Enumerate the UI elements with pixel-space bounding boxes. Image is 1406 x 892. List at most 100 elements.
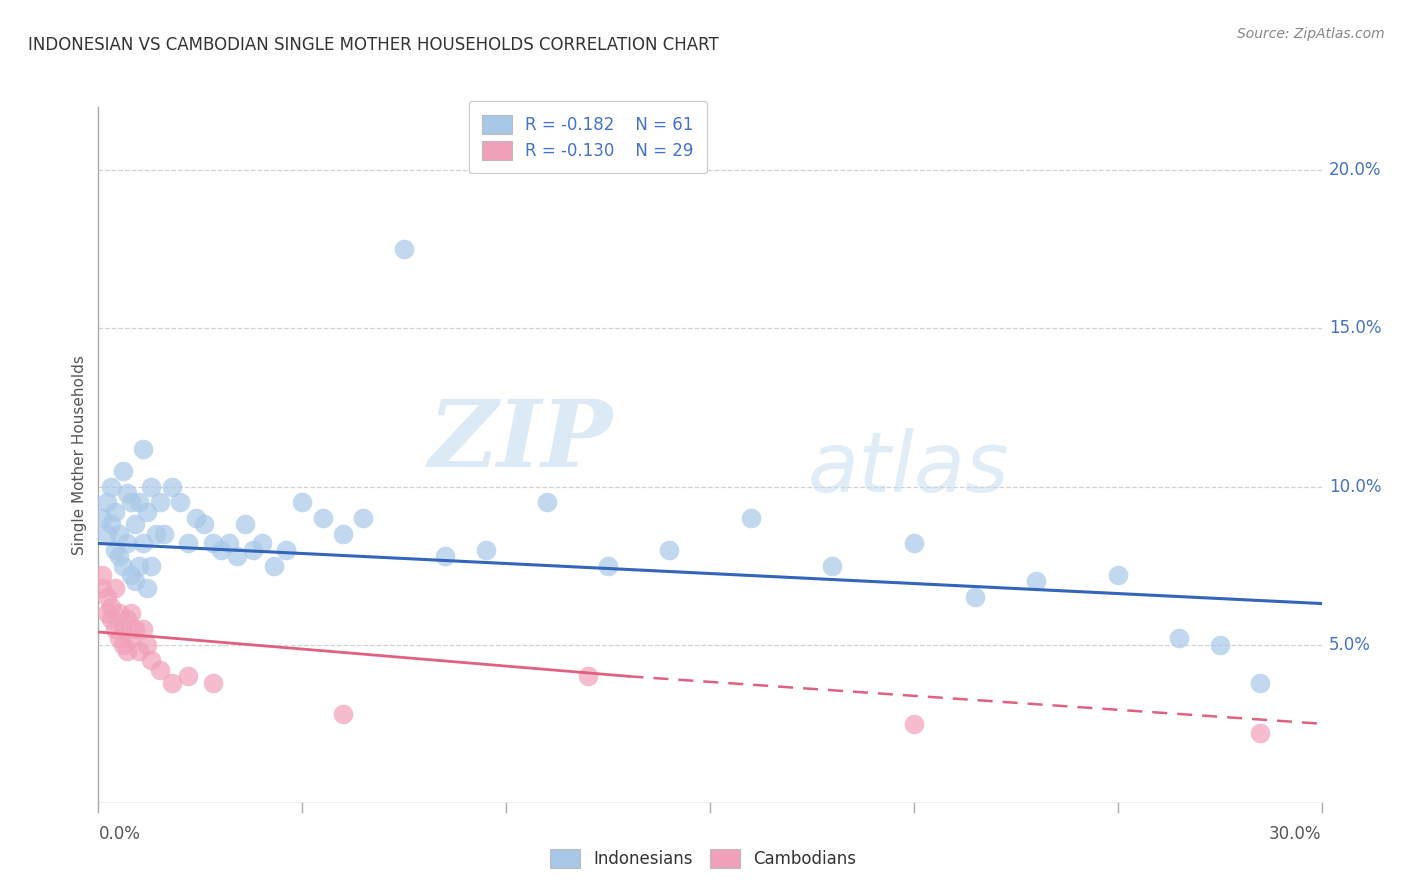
Point [177, 536, 200, 550]
Point [474, 542, 498, 557]
Point [312, 511, 335, 525]
Point [218, 536, 240, 550]
Point [104, 581, 127, 595]
Point [226, 549, 249, 563]
Point [91, 511, 114, 525]
Y-axis label: Single Mother Households: Single Mother Households [72, 355, 87, 555]
Point [160, 479, 183, 493]
Point [903, 716, 925, 731]
Point [149, 495, 172, 509]
Point [291, 495, 314, 509]
Point [120, 568, 142, 582]
Point [141, 653, 163, 667]
Text: 20.0%: 20.0% [1329, 161, 1381, 179]
Point [136, 581, 159, 595]
Point [177, 669, 200, 683]
Point [120, 606, 142, 620]
Point [111, 464, 134, 478]
Point [100, 479, 122, 493]
Point [115, 536, 138, 550]
Point [91, 581, 114, 595]
Point [115, 612, 138, 626]
Point [108, 632, 131, 646]
Point [352, 511, 374, 525]
Point [132, 622, 155, 636]
Point [108, 527, 131, 541]
Point [108, 549, 131, 563]
Point [392, 243, 416, 257]
Point [124, 574, 146, 589]
Point [965, 591, 987, 605]
Point [96, 495, 118, 509]
Point [434, 549, 457, 563]
Point [1249, 726, 1271, 740]
Point [96, 606, 118, 620]
Point [201, 675, 224, 690]
Point [263, 558, 285, 573]
Point [658, 542, 681, 557]
Point [1107, 568, 1129, 582]
Text: Source: ZipAtlas.com: Source: ZipAtlas.com [1237, 27, 1385, 41]
Point [201, 536, 224, 550]
Point [149, 663, 172, 677]
Text: ZIP: ZIP [427, 396, 612, 486]
Point [111, 638, 134, 652]
Text: atlas: atlas [808, 428, 1010, 509]
Point [141, 479, 163, 493]
Text: 0.0%: 0.0% [98, 825, 141, 843]
Text: 5.0%: 5.0% [1329, 636, 1371, 654]
Point [332, 707, 354, 722]
Point [152, 527, 174, 541]
Point [104, 505, 127, 519]
Point [100, 599, 122, 614]
Point [1249, 675, 1271, 690]
Point [332, 527, 354, 541]
Point [274, 542, 297, 557]
Point [250, 536, 273, 550]
Point [124, 622, 146, 636]
Legend: Indonesians, Cambodians: Indonesians, Cambodians [543, 842, 863, 875]
Point [233, 517, 256, 532]
Point [91, 568, 114, 582]
Point [740, 511, 762, 525]
Point [100, 517, 122, 532]
Point [136, 505, 159, 519]
Point [169, 495, 191, 509]
Point [128, 644, 150, 658]
Point [128, 558, 150, 573]
Point [132, 442, 155, 456]
Point [136, 638, 159, 652]
Point [186, 511, 208, 525]
Point [1167, 632, 1189, 646]
Point [104, 622, 127, 636]
Point [128, 495, 150, 509]
Point [598, 558, 620, 573]
Point [209, 542, 232, 557]
Point [132, 536, 155, 550]
Text: INDONESIAN VS CAMBODIAN SINGLE MOTHER HOUSEHOLDS CORRELATION CHART: INDONESIAN VS CAMBODIAN SINGLE MOTHER HO… [28, 36, 718, 54]
Point [903, 536, 925, 550]
Text: 10.0%: 10.0% [1329, 477, 1381, 496]
Point [160, 675, 183, 690]
Legend: R = -0.182    N = 61, R = -0.130    N = 29: R = -0.182 N = 61, R = -0.130 N = 29 [468, 102, 707, 173]
Point [1025, 574, 1047, 589]
Point [124, 517, 146, 532]
Point [145, 527, 167, 541]
Point [536, 495, 558, 509]
Point [242, 542, 264, 557]
Point [100, 612, 122, 626]
Point [104, 542, 127, 557]
Point [115, 644, 138, 658]
Point [576, 669, 599, 683]
Point [120, 632, 142, 646]
Point [120, 495, 142, 509]
Point [821, 558, 844, 573]
Point [193, 517, 215, 532]
Point [96, 527, 118, 541]
Point [111, 622, 134, 636]
Text: 30.0%: 30.0% [1270, 825, 1322, 843]
Point [141, 558, 163, 573]
Point [1209, 638, 1232, 652]
Point [115, 486, 138, 500]
Point [108, 606, 131, 620]
